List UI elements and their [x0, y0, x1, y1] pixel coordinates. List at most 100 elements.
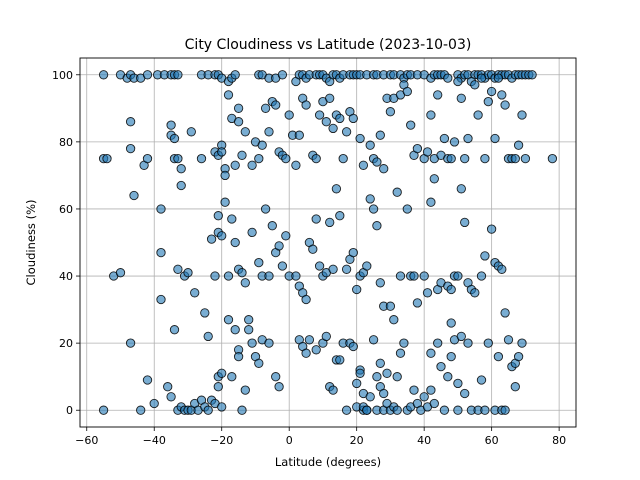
data-point [453, 378, 463, 389]
data-point [510, 153, 520, 164]
data-point [422, 147, 433, 157]
data-point [247, 338, 257, 348]
x-tick-label: −40 [143, 434, 166, 447]
data-point [223, 315, 234, 325]
data-point [291, 160, 301, 170]
data-point [513, 140, 524, 150]
data-point [352, 378, 362, 389]
data-point [406, 120, 416, 130]
x-tick-label: 20 [350, 434, 364, 447]
data-point [520, 153, 531, 164]
data-point [463, 133, 473, 144]
data-point [476, 73, 487, 83]
data-point [176, 164, 186, 174]
data-point [237, 268, 247, 278]
data-point [463, 338, 473, 348]
data-point [480, 153, 490, 164]
data-point [240, 385, 250, 395]
chart-title: City Cloudiness vs Latitude (2023-10-03) [185, 37, 472, 53]
data-point [500, 405, 510, 415]
data-point [321, 331, 331, 342]
data-point [409, 385, 419, 395]
data-point [389, 315, 399, 325]
data-point [274, 382, 284, 392]
data-point [240, 127, 250, 137]
data-point [271, 100, 281, 110]
data-point [220, 170, 230, 181]
data-point [301, 348, 311, 358]
data-point [142, 375, 153, 385]
data-point [372, 157, 382, 167]
data-point [129, 190, 139, 201]
data-point [473, 110, 483, 120]
data-point [173, 264, 183, 274]
data-point [156, 247, 166, 258]
data-point [358, 160, 369, 170]
data-point [311, 153, 321, 164]
x-tick-label: −60 [75, 434, 98, 447]
data-point [230, 237, 240, 248]
data-point [510, 382, 520, 392]
data-point [365, 392, 375, 402]
x-tick-label: 60 [485, 434, 499, 447]
data-point [513, 351, 524, 362]
data-point [460, 217, 470, 228]
data-point [456, 93, 466, 103]
data-point [446, 284, 456, 295]
data-point [125, 143, 136, 154]
y-tick-label: 20 [59, 337, 73, 350]
data-point [291, 271, 301, 281]
data-point [277, 261, 288, 271]
data-point [328, 264, 338, 274]
data-point [125, 338, 136, 348]
data-point [206, 234, 217, 244]
data-point [429, 398, 439, 409]
data-point [429, 174, 439, 184]
data-point [480, 405, 490, 415]
y-tick-label: 80 [59, 136, 73, 149]
data-point [517, 338, 527, 348]
data-point [325, 93, 335, 103]
x-tick-label: 40 [417, 434, 431, 447]
data-point [244, 325, 254, 335]
data-point [183, 268, 193, 278]
data-point [115, 268, 126, 278]
y-tick-label: 0 [66, 404, 73, 417]
data-point [169, 325, 180, 335]
data-point [213, 211, 223, 221]
data-point [483, 96, 493, 107]
data-point [443, 372, 453, 382]
data-point [142, 153, 153, 164]
data-point [190, 288, 200, 298]
data-point [379, 164, 389, 174]
data-point [203, 331, 213, 342]
data-point [220, 197, 230, 207]
data-point [196, 153, 207, 164]
data-point [419, 392, 429, 402]
data-point [375, 278, 385, 288]
data-point [355, 368, 365, 378]
data-point [422, 288, 433, 298]
data-point [517, 110, 527, 120]
x-axis-label: Latitude (degrees) [275, 455, 381, 469]
data-point [237, 150, 247, 160]
data-point [476, 271, 487, 281]
data-point [372, 372, 382, 382]
data-point [217, 231, 227, 241]
data-point [460, 153, 470, 164]
data-point [304, 335, 315, 345]
data-point [385, 301, 396, 311]
data-point [453, 271, 463, 281]
data-point [341, 405, 352, 415]
data-point [348, 113, 358, 124]
data-point [233, 117, 244, 127]
data-point [217, 402, 227, 412]
data-point [254, 358, 264, 368]
data-point [443, 73, 453, 83]
data-point [264, 338, 274, 348]
data-point [244, 315, 254, 325]
data-point [271, 372, 281, 382]
data-point [166, 120, 176, 130]
data-point [426, 348, 436, 358]
data-point [439, 133, 450, 144]
